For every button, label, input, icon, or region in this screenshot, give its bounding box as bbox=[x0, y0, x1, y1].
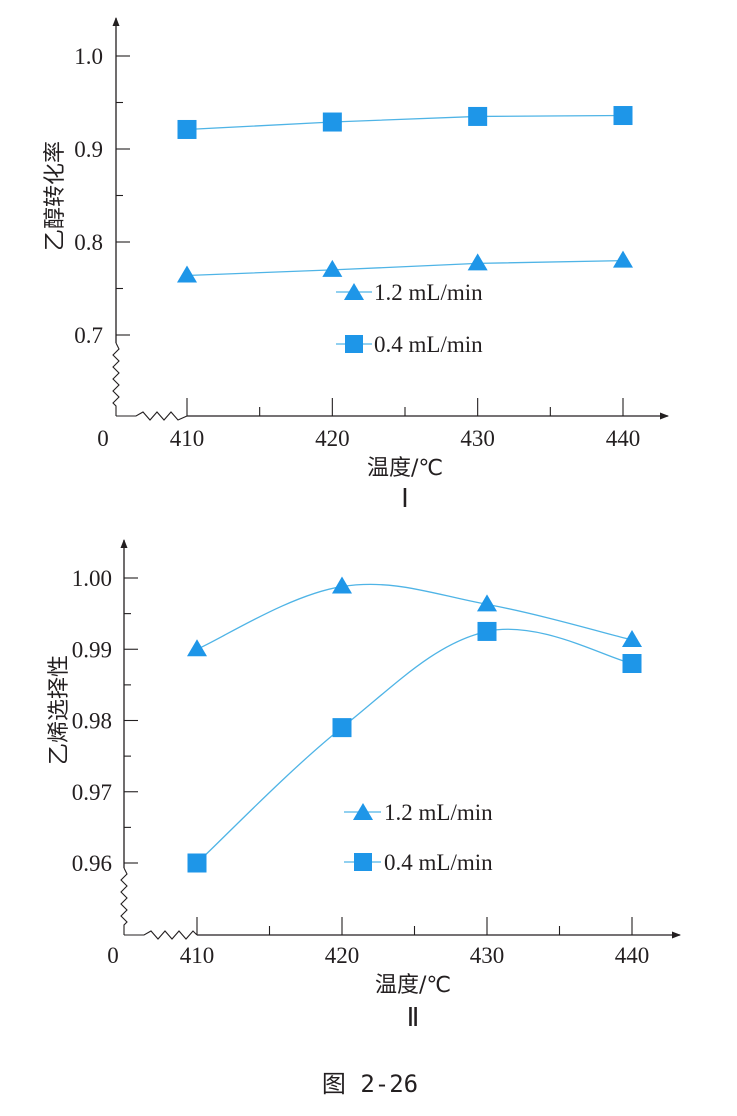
chart-2-series-2-point bbox=[622, 654, 642, 673]
chart-1-series-1-point bbox=[322, 259, 343, 277]
chart-1-series-1-point bbox=[467, 253, 488, 271]
chart-2-y-tick-label: 1.00 bbox=[72, 566, 112, 591]
chart-2-legend-square-icon bbox=[354, 853, 372, 871]
chart-1-y-tick-label: 0.7 bbox=[74, 323, 103, 348]
chart-2-x-tick-label: 440 bbox=[615, 943, 650, 968]
chart-2-series-1-line bbox=[196, 583, 633, 650]
chart-2-series-2-point bbox=[477, 621, 497, 641]
chart-2-legend-label-1: 1.2 mL/min bbox=[384, 800, 493, 825]
chart-2-series-1-point bbox=[477, 594, 497, 612]
chart-1-series-2-point bbox=[468, 106, 488, 126]
chart-1-x-axis-break bbox=[116, 411, 188, 421]
chart-1-series-2-point bbox=[177, 119, 197, 139]
chart-2-series-1-point bbox=[187, 639, 207, 657]
chart-2-legend: 1.2 mL/min 0.4 mL/min bbox=[344, 800, 493, 875]
chart-1-y-axis-title: 乙醇转化率 bbox=[43, 141, 68, 251]
chart-1-x-tick-label: 440 bbox=[606, 426, 641, 451]
chart-2-series-1-point bbox=[332, 576, 352, 594]
chart-1-legend-square-icon bbox=[345, 335, 363, 353]
chart-1-legend-item-1: 1.2 mL/min bbox=[336, 280, 483, 305]
chart-1-y-axis-break bbox=[112, 342, 120, 416]
chart-1-series-1-point bbox=[177, 265, 197, 283]
chart-2-series-1-point bbox=[622, 629, 642, 647]
chart-2-legend-item-2: 0.4 mL/min bbox=[344, 850, 493, 875]
chart-1-series-2-point bbox=[613, 106, 633, 126]
chart-1-x-tick-label: 430 bbox=[460, 426, 495, 451]
chart-2-y-tick-label: 0.98 bbox=[72, 709, 112, 734]
chart-1-legend-triangle-icon bbox=[344, 283, 364, 300]
chart-2-y-axis-title: 乙烯选择性 bbox=[47, 655, 72, 765]
chart-1-legend-item-2: 0.4 mL/min bbox=[336, 332, 483, 357]
chart-2-series-2-point bbox=[332, 718, 352, 738]
chart-2-y-axis-break bbox=[120, 867, 128, 935]
chart-2-x-origin-label: 0 bbox=[107, 943, 119, 968]
chart-2-x-axis-title: 温度/℃ bbox=[375, 973, 451, 998]
chart-1-y-tick-label: 0.8 bbox=[74, 230, 103, 255]
chart-2-series-2-line bbox=[196, 628, 633, 864]
chart-2-legend-triangle-icon bbox=[353, 803, 373, 820]
chart-1-x-axis-title: 温度/℃ bbox=[367, 456, 443, 481]
chart-2-x-tick-label: 420 bbox=[325, 943, 360, 968]
chart-1-series-1-point bbox=[613, 250, 633, 268]
chart-1-y-tick-label: 0.9 bbox=[74, 137, 103, 162]
chart-2-y-tick-label: 0.99 bbox=[72, 637, 112, 662]
chart-2-y-tick-label: 0.96 bbox=[72, 851, 112, 876]
chart-1-x-tick-label: 410 bbox=[170, 426, 205, 451]
chart-2-marks: 410 420 430 440 0.96 0.97 0.98 0.99 1.00 bbox=[72, 539, 681, 968]
chart-1-y-tick-label: 1.0 bbox=[74, 44, 103, 69]
chart-2-x-tick-label: 430 bbox=[470, 943, 505, 968]
chart-1-series-2-line bbox=[186, 114, 624, 131]
chart-1-x-tick-label: 420 bbox=[315, 426, 350, 451]
chart-1-x-origin-label: 0 bbox=[97, 426, 109, 451]
chart-1-legend-label-1: 1.2 mL/min bbox=[374, 280, 483, 305]
chart-2-legend-item-1: 1.2 mL/min bbox=[344, 800, 493, 825]
figure-caption: 图 2-26 bbox=[322, 1070, 418, 1098]
chart-1-series-2-point bbox=[322, 112, 342, 132]
chart-2-y-tick-label: 0.97 bbox=[72, 780, 112, 805]
chart-2-panel-label: Ⅱ bbox=[407, 1003, 420, 1032]
chart-2-x-axis-break bbox=[124, 930, 198, 940]
chart-1-series-1-line bbox=[186, 259, 624, 277]
chart-1-legend-label-2: 0.4 mL/min bbox=[374, 332, 483, 357]
chart-1-marks: 410 420 430 440 0.7 0.8 0.9 1.0 bbox=[74, 17, 669, 451]
chart-1-legend: 1.2 mL/min 0.4 mL/min bbox=[336, 280, 483, 357]
chart-2-x-tick-label: 410 bbox=[180, 943, 215, 968]
chart-2-legend-label-2: 0.4 mL/min bbox=[384, 850, 493, 875]
chart-1-panel-label: Ⅰ bbox=[401, 484, 409, 513]
chart-2-series-2-point bbox=[187, 853, 207, 873]
